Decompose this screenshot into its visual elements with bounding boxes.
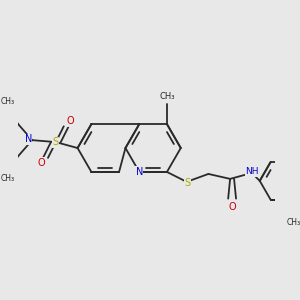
Text: N: N (136, 167, 143, 177)
Text: O: O (228, 202, 236, 212)
Text: N: N (25, 134, 32, 144)
Text: S: S (53, 137, 59, 147)
Text: CH₃: CH₃ (0, 97, 14, 106)
Text: CH₃: CH₃ (286, 218, 300, 227)
Text: CH₃: CH₃ (159, 92, 175, 101)
Text: CH₃: CH₃ (0, 174, 14, 183)
Text: NH: NH (245, 167, 259, 176)
Text: O: O (67, 116, 74, 126)
Text: O: O (37, 158, 45, 168)
Text: S: S (184, 178, 191, 188)
